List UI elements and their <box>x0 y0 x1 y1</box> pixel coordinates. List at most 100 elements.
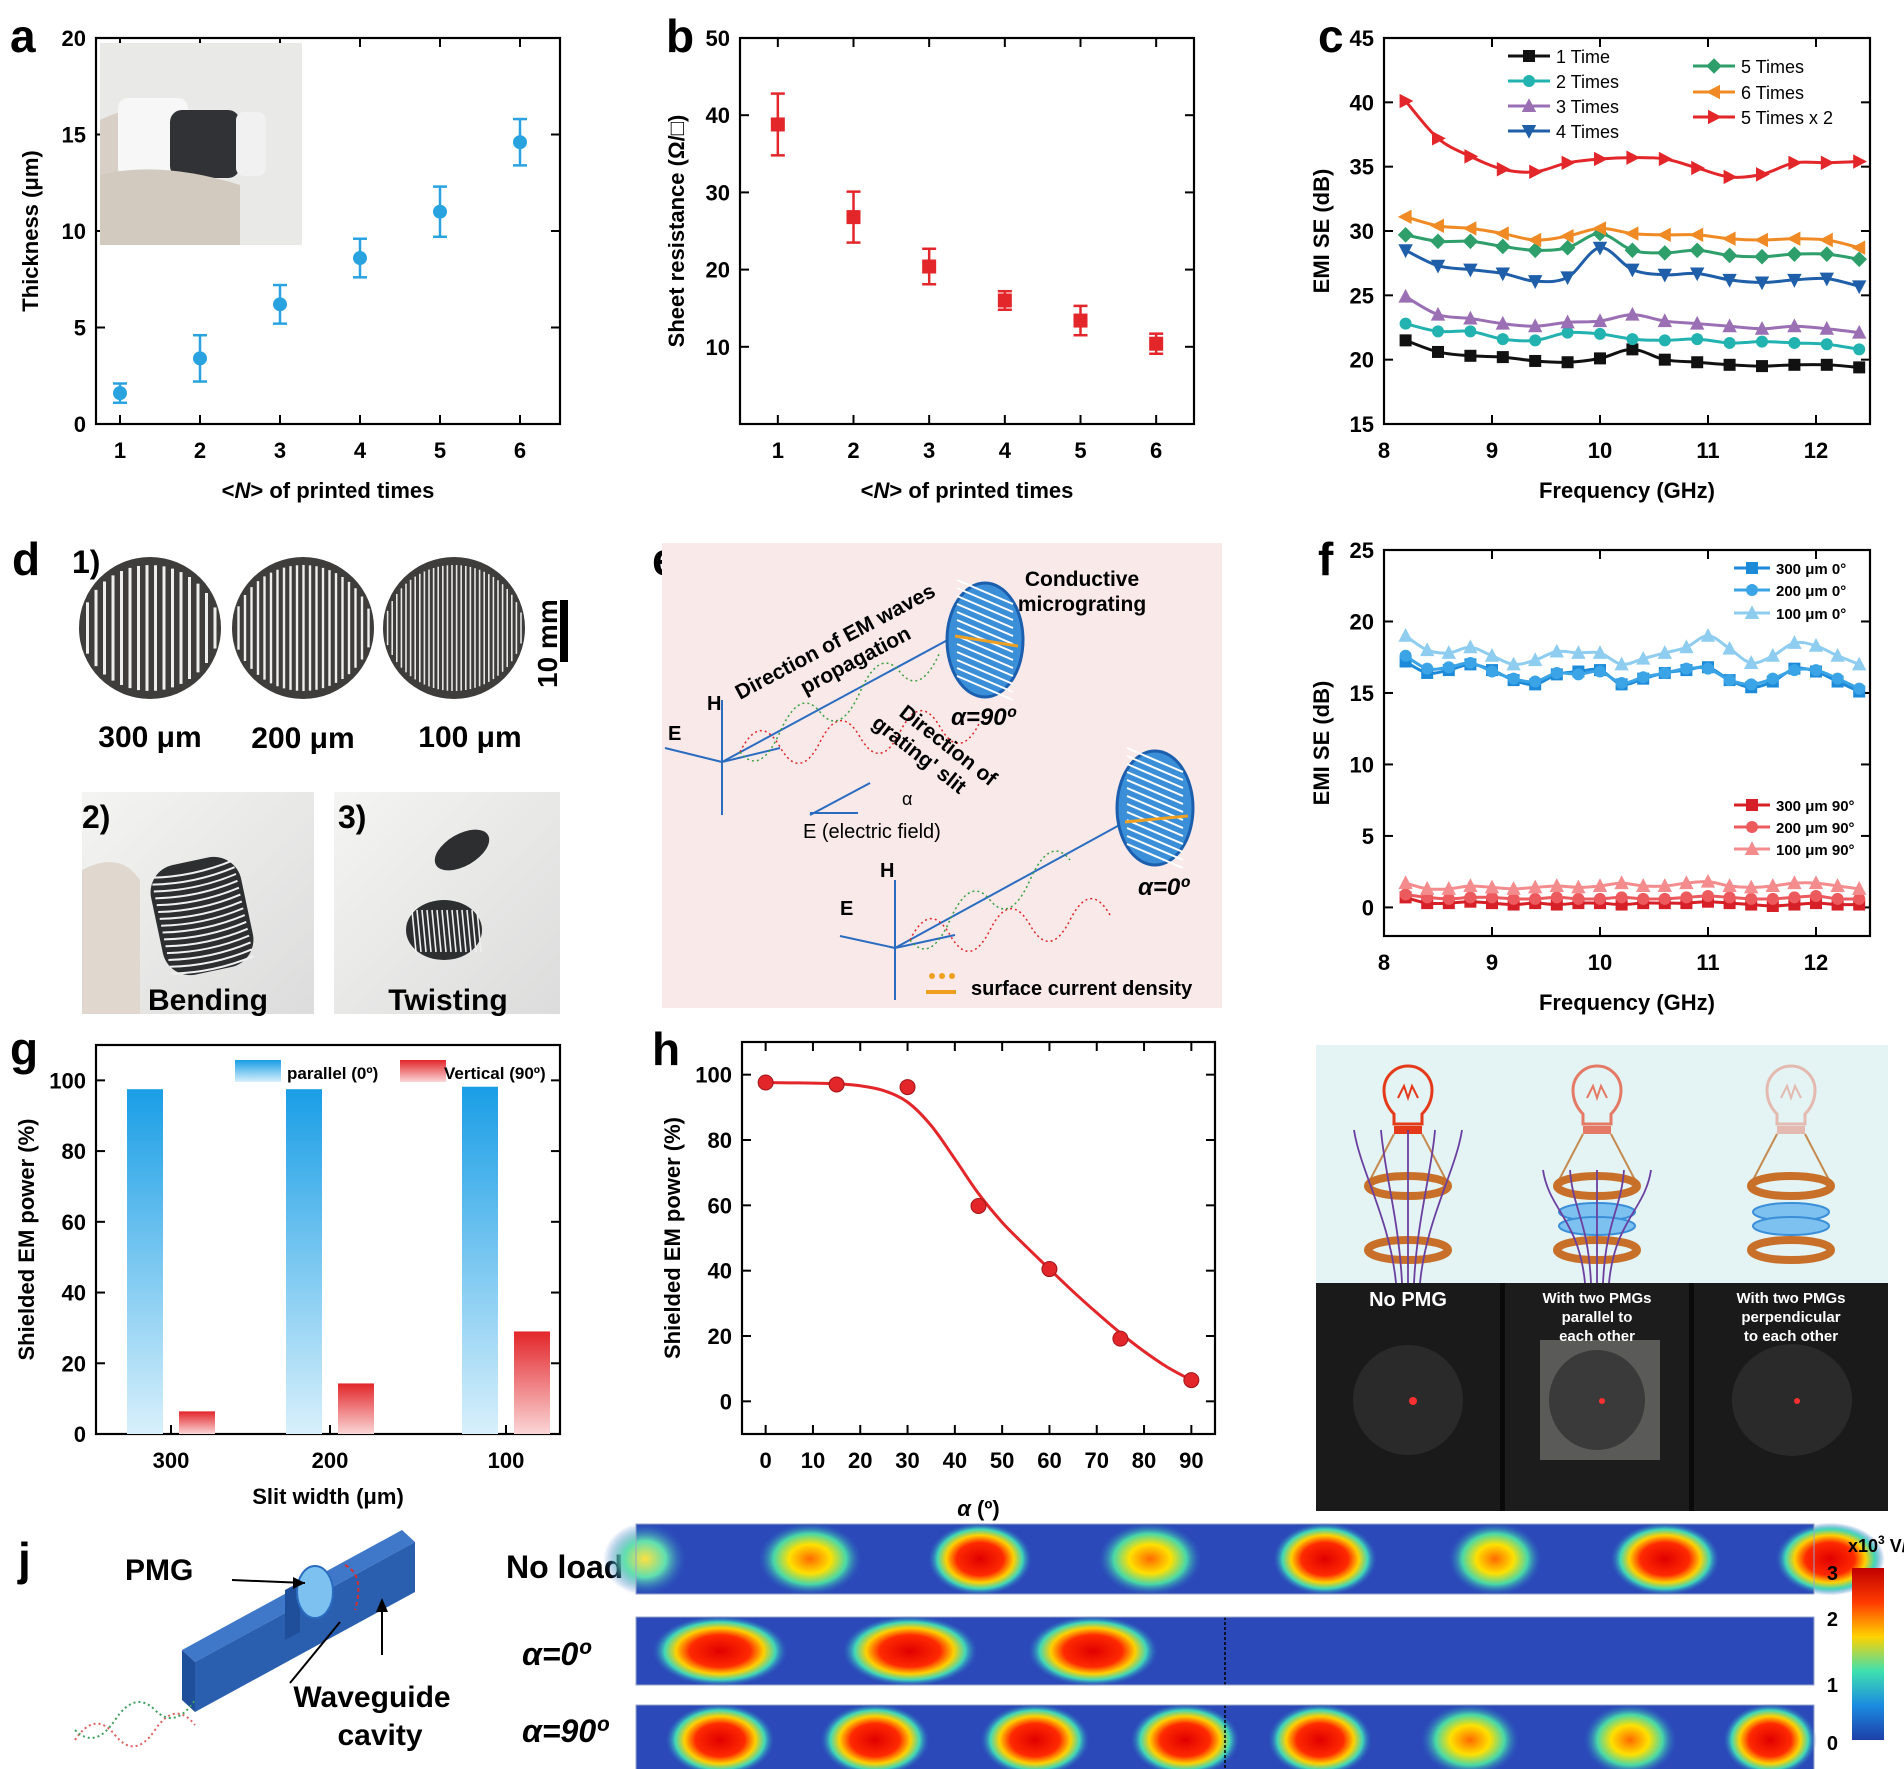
series-marker <box>1658 151 1673 167</box>
legend-label: 4 Times <box>1556 122 1619 142</box>
caption-parallel-1: With two PMGs <box>1542 1290 1651 1307</box>
alpha-symbol: α <box>902 789 912 809</box>
series-marker <box>1658 334 1671 347</box>
field-line <box>1419 1129 1463 1284</box>
series-marker <box>1560 271 1575 286</box>
y-tick-label: 0 <box>720 1389 732 1414</box>
legend-label: 200 μm 0° <box>1776 583 1846 600</box>
x-tick-label: 200 <box>312 1448 349 1473</box>
series-marker <box>1615 891 1628 904</box>
scale-bar <box>560 600 568 662</box>
grating-disk-100 <box>383 557 525 699</box>
series-marker <box>1463 263 1478 278</box>
pmg-disk <box>1752 1216 1830 1236</box>
series-marker <box>1484 647 1500 662</box>
grating-line <box>956 643 1014 669</box>
data-point <box>113 386 127 401</box>
series-marker <box>1691 160 1705 176</box>
field-line <box>1608 1169 1652 1284</box>
series-marker <box>1754 232 1768 248</box>
field-map-row <box>635 1703 1817 1769</box>
series-marker <box>1689 227 1704 243</box>
series-marker <box>1819 320 1834 335</box>
x-tick-label: 70 <box>1085 1448 1109 1473</box>
bar-vertical <box>514 1331 550 1434</box>
series-marker <box>1853 154 1867 169</box>
series-marker <box>1657 227 1671 243</box>
series-marker <box>1700 873 1716 888</box>
data-point <box>1112 1330 1129 1347</box>
current-density-legend-icon <box>926 973 956 994</box>
series-marker <box>1745 892 1758 905</box>
twist-stripe <box>456 909 462 953</box>
series-marker <box>1529 892 1542 905</box>
bend-stripe <box>158 893 241 914</box>
grating-line <box>956 603 1014 629</box>
field-hotspot <box>928 1522 1032 1596</box>
series-marker <box>1788 358 1801 371</box>
series-marker <box>1851 251 1867 268</box>
legend-label: 1 Time <box>1556 47 1610 67</box>
panel-letter-j: j <box>17 1533 31 1585</box>
series-marker <box>1745 678 1758 691</box>
series-marker <box>1594 327 1606 340</box>
panel-d-photos: 1) 10 mm 300 μm 200 μm 100 μm 2) Bending… <box>72 544 568 1017</box>
legend-label: 3 Times <box>1556 97 1619 117</box>
twist-stripe <box>416 909 422 953</box>
y-tick-label: 20 <box>62 1351 86 1376</box>
series-marker <box>1852 280 1867 295</box>
series-marker <box>1398 875 1413 890</box>
series-marker <box>1788 891 1801 904</box>
legend-marker <box>1746 799 1758 811</box>
data-point <box>513 135 527 150</box>
series-marker <box>1592 878 1608 892</box>
panel-i-illustration: No PMG With two PMGs parallel to each ot… <box>1316 1045 1888 1511</box>
caption-parallel-3: each other <box>1559 1328 1635 1345</box>
field-hotspot <box>665 1703 775 1769</box>
x-tick-label: 3 <box>274 438 286 463</box>
series-marker <box>1636 650 1651 665</box>
series-marker <box>1561 155 1576 171</box>
x-tick-label: 9 <box>1486 438 1498 463</box>
colorbar-tick-0: 0 <box>1827 1733 1838 1755</box>
x-tick-label: 8 <box>1378 950 1390 975</box>
series-marker <box>1625 263 1640 278</box>
series-marker <box>1702 662 1714 675</box>
series-marker <box>1463 639 1478 654</box>
waveguide-label-2: cavity <box>337 1719 422 1752</box>
series-marker <box>1853 361 1866 374</box>
y-tick-label: 20 <box>1350 609 1374 634</box>
series-marker <box>1594 892 1606 905</box>
y-tick-label: 80 <box>62 1139 86 1164</box>
grating-line <box>956 619 1014 645</box>
data-point <box>1183 1372 1200 1389</box>
series-marker <box>1723 674 1736 687</box>
panel-letter-b: b <box>666 10 694 62</box>
grating-line <box>956 675 1014 701</box>
series-marker <box>1496 333 1509 346</box>
x-tick-label: 3 <box>923 438 935 463</box>
legend-marker <box>1744 841 1760 855</box>
series-marker <box>1702 889 1714 902</box>
series-marker <box>1528 879 1543 894</box>
y-tick-label: 5 <box>1362 824 1374 849</box>
series-marker <box>1691 356 1704 369</box>
series-marker <box>1831 672 1844 685</box>
legend-marker <box>1746 562 1758 574</box>
data-point <box>846 210 861 225</box>
twist-stripe <box>451 909 457 953</box>
series-marker <box>1528 318 1543 333</box>
plot-frame <box>740 1040 1217 1436</box>
wire <box>1369 1133 1395 1181</box>
bar-parallel <box>127 1089 163 1434</box>
grating-line <box>956 579 1014 605</box>
x-tick-label: 8 <box>1378 438 1390 463</box>
field-map-row <box>635 1615 1815 1687</box>
field-hotspot <box>820 1703 930 1769</box>
series-marker <box>1432 325 1444 338</box>
series-marker <box>1464 149 1479 164</box>
data-point <box>770 117 785 132</box>
e-vector-1: E <box>668 723 681 745</box>
series-marker <box>1657 313 1672 328</box>
series-marker <box>1658 892 1671 905</box>
